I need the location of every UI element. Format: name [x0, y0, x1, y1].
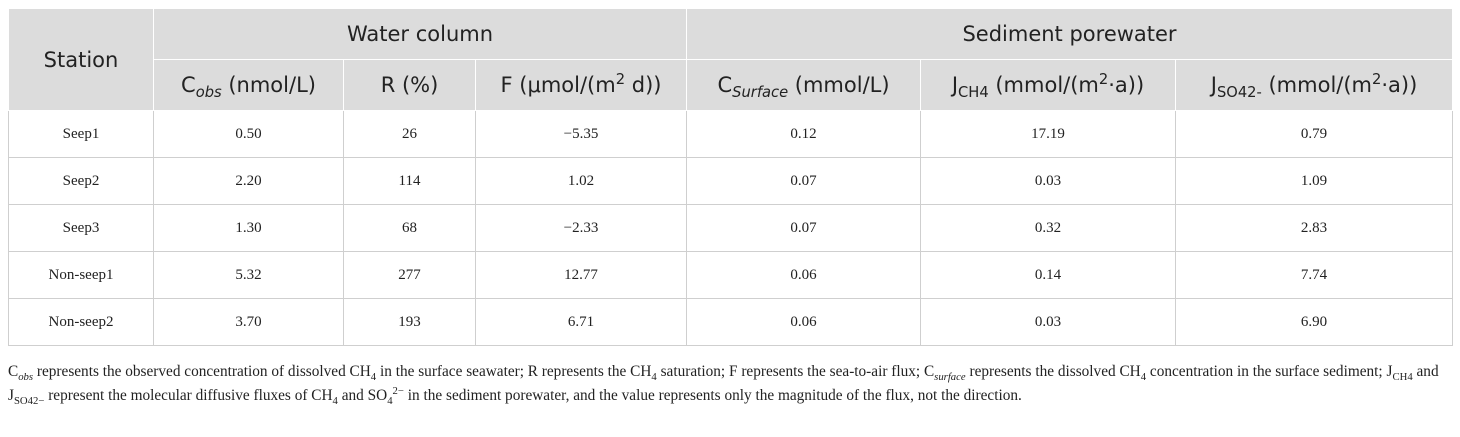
value-cell: 0.07 [686, 204, 922, 252]
subscript: Surface [732, 84, 788, 101]
text-part: Surface [732, 84, 789, 102]
table-header: Station Water column Sediment porewater … [8, 8, 1454, 111]
subscript: obs [18, 371, 33, 383]
text-part: (mmol/L) [788, 73, 890, 97]
column-header: JSO42- (mmol/(m2·a)) [1175, 59, 1454, 111]
text-part: (mmol/(m [1261, 73, 1373, 97]
value-cell: 1.09 [1175, 157, 1454, 205]
value-cell: 193 [343, 298, 476, 346]
table-row: Non-seep2 3.70 193 6.71 0.06 0.03 6.90 [8, 298, 1454, 346]
value-cell: 114 [343, 157, 476, 205]
text-part: obs [18, 371, 34, 384]
text-part: (nmol/L) [221, 73, 316, 97]
value-cell: 2.83 [1175, 204, 1454, 252]
value-cell: 1.02 [474, 157, 688, 205]
value-cell: 26 [343, 110, 476, 158]
value-cell: 0.03 [920, 298, 1177, 346]
subscript: obs [196, 84, 222, 101]
value-cell: 0.03 [920, 157, 1177, 205]
column-header: F (μmol/(m2 d)) [474, 59, 688, 111]
table-row: Non-seep1 5.32 277 12.77 0.06 0.14 7.74 [8, 251, 1454, 299]
table-row: Seep3 1.30 68 −2.33 0.07 0.32 2.83 [8, 204, 1454, 252]
text-part: ·a)) [1381, 73, 1418, 97]
value-cell: 17.19 [920, 110, 1177, 158]
text-part: R (%) [380, 73, 439, 97]
text-part: represents the dissolved CH [965, 363, 1141, 380]
table-row: Seep2 2.20 114 1.02 0.07 0.03 1.09 [8, 157, 1454, 205]
value-cell: 6.71 [474, 298, 688, 346]
subscript: CH4 [958, 84, 989, 102]
text-part: obs [195, 84, 222, 102]
text-part: and J [8, 363, 1439, 404]
text-part: J [1210, 73, 1217, 97]
superscript: 2 [1098, 71, 1109, 88]
subscript: CH4 [1392, 371, 1413, 384]
group-header: Sediment porewater [686, 8, 1454, 60]
station-cell: Seep2 [8, 157, 154, 205]
text-part: surface [934, 371, 966, 384]
column-header: Cobs (nmol/L) [153, 59, 344, 111]
subscript: surface [934, 371, 966, 383]
subscript: 4 [387, 395, 393, 408]
superscript: 2− [392, 384, 404, 397]
value-cell: −5.35 [474, 110, 688, 158]
value-cell: 68 [343, 204, 476, 252]
column-header: CSurface (mmol/L) [686, 59, 922, 111]
group-header: Water column [152, 8, 688, 60]
footnote: Cobs represents the observed concentrati… [8, 360, 1454, 408]
value-cell: 0.32 [920, 204, 1177, 252]
value-cell: 1.30 [153, 204, 344, 252]
text-part: C [181, 73, 196, 97]
value-cell: 277 [343, 251, 476, 299]
value-cell: 0.79 [1175, 110, 1454, 158]
value-cell: 3.70 [153, 298, 344, 346]
subscript: 4 [651, 371, 657, 384]
column-header: R (%) [343, 59, 476, 111]
value-cell: 2.20 [153, 157, 344, 205]
table-row: Seep1 0.50 26 −5.35 0.12 17.19 0.79 [8, 110, 1454, 158]
superscript: 2 [1372, 71, 1382, 88]
value-cell: 5.32 [153, 251, 344, 299]
station-cell: Non-seep2 [8, 298, 154, 346]
value-cell: 0.06 [686, 298, 922, 346]
subscript: 4 [370, 371, 377, 384]
value-cell: 0.14 [920, 251, 1177, 299]
superscript: 2 [615, 71, 626, 88]
text-part: and SO [337, 387, 388, 404]
text-part: in the sediment porewater, and the value… [403, 387, 1022, 404]
subscript: SO42− [13, 395, 45, 408]
station-cell: Seep1 [8, 110, 154, 158]
station-cell: Non-seep1 [8, 251, 154, 299]
value-cell: 7.74 [1175, 251, 1454, 299]
text-part: concentration in the surface sediment; J [1146, 363, 1393, 380]
header-cell: Station [8, 8, 154, 111]
subscript: 4 [1140, 371, 1147, 384]
text-part: saturation; F represents the sea-to-air … [656, 363, 935, 380]
table-body: Seep1 0.50 26 −5.35 0.12 17.19 0.79 Seep2 2.20 11… [8, 110, 1454, 346]
text-part: represent the molecular diffusive fluxes… [44, 387, 333, 404]
value-cell: 0.07 [686, 157, 922, 205]
value-cell: 0.06 [686, 251, 922, 299]
text-part: (mmol/(m [988, 73, 1099, 97]
text-part: C [8, 363, 19, 380]
value-cell: 0.50 [153, 110, 344, 158]
text-part: J [951, 73, 959, 97]
text-part: d)) [625, 73, 662, 97]
data-table: Station Water column Sediment porewater … [8, 8, 1454, 346]
text-part: C [717, 73, 733, 97]
value-cell: 0.12 [686, 110, 922, 158]
text-part: ·a)) [1108, 73, 1145, 97]
subscript: 4 [332, 395, 338, 408]
text-part: F (μmol/(m [500, 73, 616, 97]
station-cell: Seep3 [8, 204, 154, 252]
text-part: represents the observed concentration of… [33, 363, 371, 380]
column-header: JCH4 (mmol/(m2·a)) [920, 59, 1177, 111]
subscript: SO42- [1216, 84, 1262, 102]
value-cell: 6.90 [1175, 298, 1454, 346]
text-part: in the surface seawater; R represents th… [376, 363, 652, 380]
value-cell: −2.33 [474, 204, 688, 252]
value-cell: 12.77 [474, 251, 688, 299]
